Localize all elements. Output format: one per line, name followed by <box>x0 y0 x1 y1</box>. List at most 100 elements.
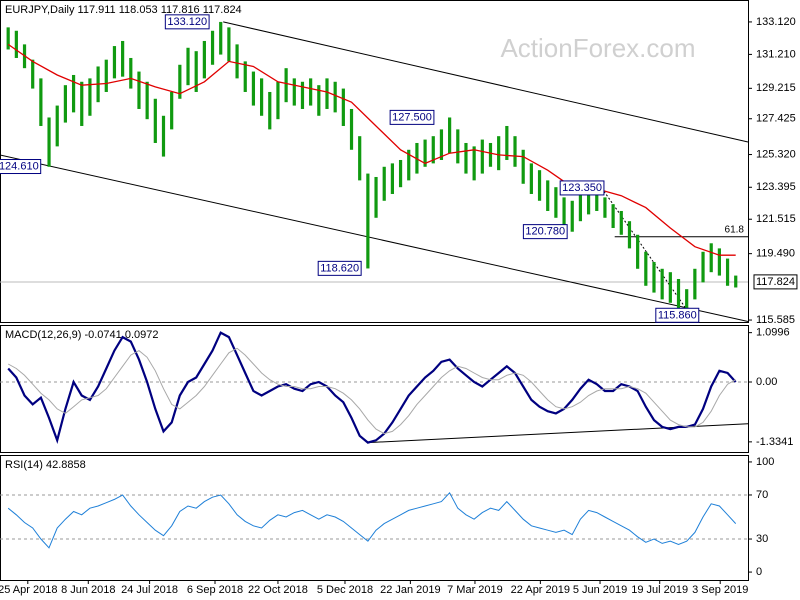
price-bar <box>562 197 566 228</box>
price-bar <box>570 200 574 232</box>
x-tick-label: 7 Mar 2019 <box>447 584 503 596</box>
y-tick-label: 1.0996 <box>756 327 790 339</box>
price-bar <box>341 88 345 126</box>
price-bar <box>251 71 256 106</box>
price-bar <box>611 204 615 228</box>
price-annotation: 123.350 <box>562 182 602 194</box>
price-bar <box>292 78 296 106</box>
price-bar <box>382 166 386 201</box>
panel-title: MACD(12,26,9) -0.0741 0.0972 <box>5 329 158 341</box>
price-bar <box>619 210 623 235</box>
price-annotation: 118.620 <box>320 262 359 274</box>
y-tick-label: 123.395 <box>756 181 796 193</box>
price-bar <box>537 170 542 201</box>
panel-title: EURJPY,Daily 117.911 118.053 117.816 117… <box>5 4 242 16</box>
y-tick-label: 131.210 <box>756 48 796 60</box>
price-bar <box>47 117 51 167</box>
price-bar <box>178 64 182 99</box>
trendline <box>0 154 749 322</box>
price-bar <box>603 197 607 218</box>
price-bar <box>325 78 329 109</box>
price-bar <box>227 27 231 62</box>
x-tick-label: 25 Apr 2018 <box>0 584 57 596</box>
price-bar <box>448 117 452 154</box>
price-bar <box>644 251 648 286</box>
x-tick-label: 24 Jul 2018 <box>121 584 178 596</box>
y-tick-label: 0.00 <box>756 376 777 388</box>
price-bar <box>268 91 272 130</box>
price-bar <box>521 149 525 184</box>
x-tick-label: 8 Jun 2018 <box>61 584 115 596</box>
price-bar <box>31 59 35 89</box>
price-bar <box>734 275 738 288</box>
label-box <box>559 180 605 196</box>
price-bar <box>668 272 672 303</box>
price-bar <box>505 125 509 160</box>
price-bar <box>243 61 247 92</box>
y-tick-label: 133.120 <box>756 16 796 28</box>
y-tick-label: 115.585 <box>756 314 795 326</box>
price-bar <box>219 21 223 55</box>
price-bar <box>456 129 460 164</box>
label-box <box>164 14 210 30</box>
price-bar <box>259 78 264 116</box>
label-box <box>317 260 362 276</box>
price-bar <box>725 258 730 286</box>
x-tick-label: 5 Dec 2018 <box>317 584 373 596</box>
panel-frame <box>0 455 749 581</box>
price-bar <box>80 81 84 126</box>
price-bar <box>717 248 721 276</box>
price-bar <box>309 78 313 106</box>
price-bar <box>349 108 354 150</box>
x-tick-label: 22 Apr 2019 <box>511 584 570 596</box>
price-annotation: 115.860 <box>658 309 697 321</box>
price-bar <box>210 30 215 65</box>
price-annotation: 127.500 <box>392 111 432 123</box>
last-price-label: 117.824 <box>756 276 795 288</box>
series-line <box>7 347 736 435</box>
watermark: ActionForex.com <box>500 33 695 63</box>
price-bar <box>71 74 76 113</box>
price-bar <box>112 46 117 79</box>
price-bar <box>88 78 92 116</box>
price-bar <box>104 59 108 92</box>
y-tick-label: 119.490 <box>756 248 795 260</box>
y-tick-label: -1.3341 <box>756 436 793 448</box>
price-bar <box>472 146 476 181</box>
price-bar <box>358 136 362 181</box>
price-bar <box>578 193 583 222</box>
label-box <box>522 224 568 240</box>
price-bar <box>170 91 174 130</box>
price-bar <box>660 268 664 300</box>
price-bar <box>464 142 468 174</box>
y-tick-label: 100 <box>756 456 774 468</box>
fib-label: 61.8 <box>725 224 745 235</box>
label-box <box>389 109 435 125</box>
price-bar <box>145 81 149 120</box>
price-bar <box>284 68 288 103</box>
price-bar <box>423 139 427 167</box>
price-bar <box>407 149 411 181</box>
x-tick-label: 6 Sep 2018 <box>187 584 243 596</box>
price-bar <box>186 47 190 86</box>
price-bar <box>374 176 378 218</box>
panel-frame <box>0 325 749 453</box>
y-tick-label: 125.320 <box>756 148 796 160</box>
price-bar <box>366 173 370 269</box>
price-bar <box>300 81 305 109</box>
x-tick-label: 19 Jul 2019 <box>631 584 688 596</box>
x-tick-label: 3 Sep 2019 <box>692 584 748 596</box>
price-bar <box>14 30 18 58</box>
moving-average <box>7 43 736 256</box>
y-tick-label: 0 <box>756 566 762 578</box>
panel-title: RSI(14) 42.8858 <box>5 459 86 471</box>
price-annotation: 120.780 <box>525 226 565 238</box>
price-bar <box>636 234 640 269</box>
price-bar <box>317 85 321 116</box>
x-tick-label: 22 Jan 2019 <box>380 584 441 596</box>
price-bar <box>497 136 501 171</box>
price-bar <box>194 51 198 92</box>
price-bar <box>137 71 141 109</box>
price-bar <box>554 187 558 218</box>
